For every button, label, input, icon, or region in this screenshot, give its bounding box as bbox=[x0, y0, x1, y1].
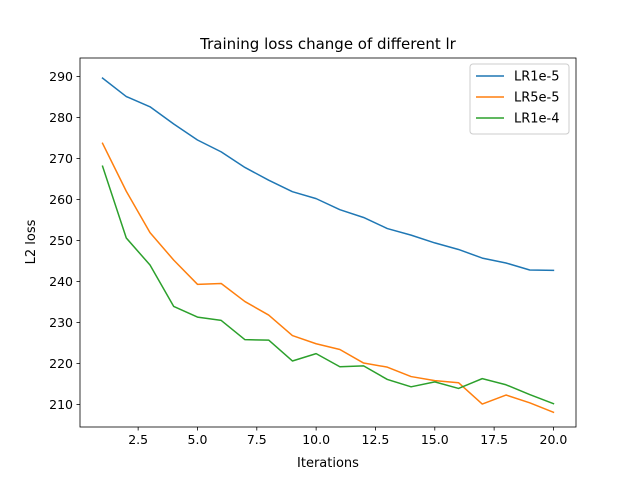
y-axis-label: L2 loss bbox=[24, 219, 39, 264]
x-tick-label: 7.5 bbox=[247, 432, 267, 447]
y-tick-label: 290 bbox=[49, 69, 73, 84]
y-tick-label: 240 bbox=[49, 274, 73, 289]
legend-label-2: LR1e-4 bbox=[514, 112, 560, 127]
series-line-1 bbox=[101, 142, 555, 414]
chart-title: Training loss change of different lr bbox=[199, 35, 457, 53]
y-tick-label: 260 bbox=[49, 192, 73, 207]
x-tick-label: 20.0 bbox=[540, 432, 568, 447]
legend-label-0: LR1e-5 bbox=[514, 70, 560, 85]
axes-frame bbox=[79, 57, 577, 428]
y-tick-label: 220 bbox=[49, 356, 73, 371]
y-tick-label: 270 bbox=[49, 151, 73, 166]
plot-area bbox=[101, 77, 555, 414]
x-tick-label: 15.0 bbox=[421, 432, 449, 447]
legend: LR1e-5 LR5e-5 LR1e-4 bbox=[469, 63, 570, 135]
axes: 2.5 5.0 7.5 10.0 12.5 15.0 17.5 20.0 210 220 230 24… bbox=[49, 57, 577, 447]
y-tick-label: 250 bbox=[49, 233, 73, 248]
x-tick-label: 17.5 bbox=[480, 432, 508, 447]
y-tick-label: 230 bbox=[49, 315, 73, 330]
x-axis-label: Iterations bbox=[297, 456, 359, 471]
legend-label-1: LR5e-5 bbox=[514, 91, 560, 106]
legend-box bbox=[469, 63, 570, 135]
x-tick-label: 5.0 bbox=[188, 432, 208, 447]
x-tick-label: 2.5 bbox=[128, 432, 148, 447]
y-tick-label: 280 bbox=[49, 110, 73, 125]
x-tick-label: 12.5 bbox=[362, 432, 390, 447]
y-tick-label: 210 bbox=[49, 397, 73, 412]
series-line-2 bbox=[101, 165, 555, 405]
series-line-0 bbox=[101, 77, 555, 272]
x-tick-label: 10.0 bbox=[302, 432, 330, 447]
